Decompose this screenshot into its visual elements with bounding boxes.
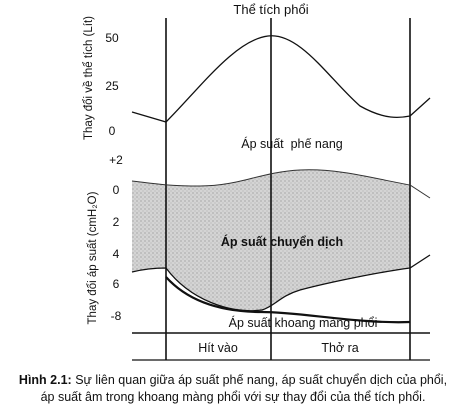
caption-line-1: Hình 2.1: Sự liên quan giữa áp suất phế … xyxy=(0,372,466,389)
lung-pressure-volume-figure: Thể tích phổi 50 25 0 +2 0 2 4 6 -8 Thay… xyxy=(0,0,466,372)
alveolar-pressure-label: Áp suất phế nang xyxy=(241,136,343,151)
figure-caption: Hình 2.1: Sự liên quan giữa áp suất phế … xyxy=(0,372,466,406)
volume-curve xyxy=(132,36,430,122)
tick-pressure-4: 4 xyxy=(113,247,120,261)
tick-pressure-plus2: +2 xyxy=(109,153,123,167)
transpulmonary-pressure-label: Áp suất chuyển dịch xyxy=(221,234,343,249)
pressure-axis-label: Thay đổi áp suất (cmH₂O) xyxy=(87,191,99,324)
tick-pressure-minus8: -8 xyxy=(111,309,122,323)
tick-pressure-2: 2 xyxy=(113,215,120,229)
tick-volume-0: 0 xyxy=(109,124,116,138)
tick-volume-50: 50 xyxy=(105,31,119,45)
tick-volume-25: 25 xyxy=(105,79,119,93)
caption-line-2: áp suất âm trong khoang màng phổi với sự… xyxy=(0,389,466,406)
chart-title: Thể tích phổi xyxy=(233,2,308,17)
caption-label: Hình 2.1: xyxy=(19,373,72,387)
tick-pressure-6: 6 xyxy=(113,277,120,291)
pleural-pressure-label: Áp suất khoang màng phổi xyxy=(229,315,378,330)
expiration-label: Thở ra xyxy=(321,341,358,355)
caption-text-1: Sự liên quan giữa áp suất phế nang, áp s… xyxy=(72,373,447,387)
tick-pressure-0: 0 xyxy=(113,183,120,197)
inspiration-label: Hít vào xyxy=(198,341,238,355)
volume-axis-label: Thay đổi về thể tích (Lít) xyxy=(83,16,95,140)
